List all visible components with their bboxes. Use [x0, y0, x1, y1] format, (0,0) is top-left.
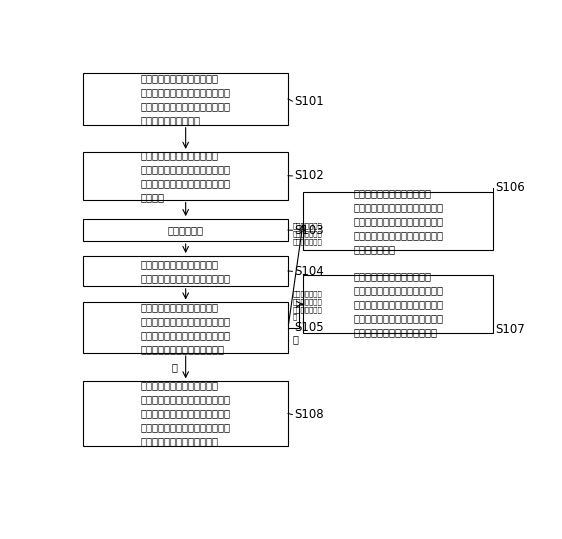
Bar: [83, 382, 288, 446]
Bar: [83, 219, 288, 241]
Text: 根据在线过滤压差数据形成的
压差曲线预测第三压差的预测值；: 根据在线过滤压差数据形成的 压差曲线预测第三压差的预测值；: [140, 259, 230, 283]
Text: S108: S108: [294, 408, 324, 421]
Text: 比较并判断所述第三压差的预
测值是否大于所述第三压差的预设
值，得到第一判定结果，并监测所
述第一判定结果保持不变的时长: 比较并判断所述第三压差的预 测值是否大于所述第三压差的预设 值，得到第一判定结果…: [140, 302, 230, 354]
Text: 第一判定结果保
持不变的时长不
低于第一预设时
长: 第一判定结果保 持不变的时长不 低于第一预设时 长: [292, 291, 322, 321]
Text: 在所述第一判定结果表明所述
第三压差的预测值小于或等于所述
第三压差的预设值，且所述第一判
定结果保持不变的时长不低于第二
预设时长时，停止药物投放。: 在所述第一判定结果表明所述 第三压差的预测值小于或等于所述 第三压差的预设值，且…: [140, 381, 230, 446]
Bar: [83, 302, 288, 353]
Bar: [303, 275, 493, 333]
Text: S101: S101: [294, 95, 324, 108]
Text: 启动过滤系统: 启动过滤系统: [167, 225, 203, 235]
Text: 根据第一压差的预设值和第二
压差的预设值，计算得到第一压差
和第二压差之间包括的第三压差的
预设值；: 根据第一压差的预设值和第二 压差的预设值，计算得到第一压差 和第二压差之间包括的…: [140, 150, 230, 202]
Bar: [83, 73, 288, 125]
Text: S106: S106: [495, 181, 525, 194]
Text: S107: S107: [495, 323, 525, 336]
Text: 否: 否: [171, 362, 177, 372]
Text: S102: S102: [294, 169, 324, 182]
Text: 在所述第一判定结果表明所述
第三压差的预测值大于所述第三压
差的预设值，且所述第一判定结果
保持不变的时长不低于第一预设时
长时，投加药物且增加投加量；: 在所述第一判定结果表明所述 第三压差的预测值大于所述第三压 差的预设值，且所述第…: [353, 271, 443, 337]
Text: S104: S104: [294, 265, 324, 278]
Text: 根据工况和原水水质，计算每
个化学加强反洗周期内首次反洗前
的第一压差的预设值、末次反洗前
的第二压差的预设值；: 根据工况和原水水质，计算每 个化学加强反洗周期内首次反洗前 的第一压差的预设值、…: [140, 73, 230, 125]
Bar: [83, 152, 288, 199]
Bar: [303, 192, 493, 250]
Text: S103: S103: [294, 224, 324, 237]
Bar: [83, 256, 288, 286]
Text: S105: S105: [294, 321, 324, 334]
Text: 第一判定结果保
持不变的时长小
于第一预设时长: 第一判定结果保 持不变的时长小 于第一预设时长: [292, 223, 322, 245]
Text: 在所述第一判定结果表明所述
第三压差的预测值大于所述第三压
差的预设值，且所述第一判定结果
保持不变的时长小于第一预设时长
时，投加药物；: 在所述第一判定结果表明所述 第三压差的预测值大于所述第三压 差的预设值，且所述第…: [353, 188, 443, 254]
Text: 是: 是: [292, 334, 298, 344]
